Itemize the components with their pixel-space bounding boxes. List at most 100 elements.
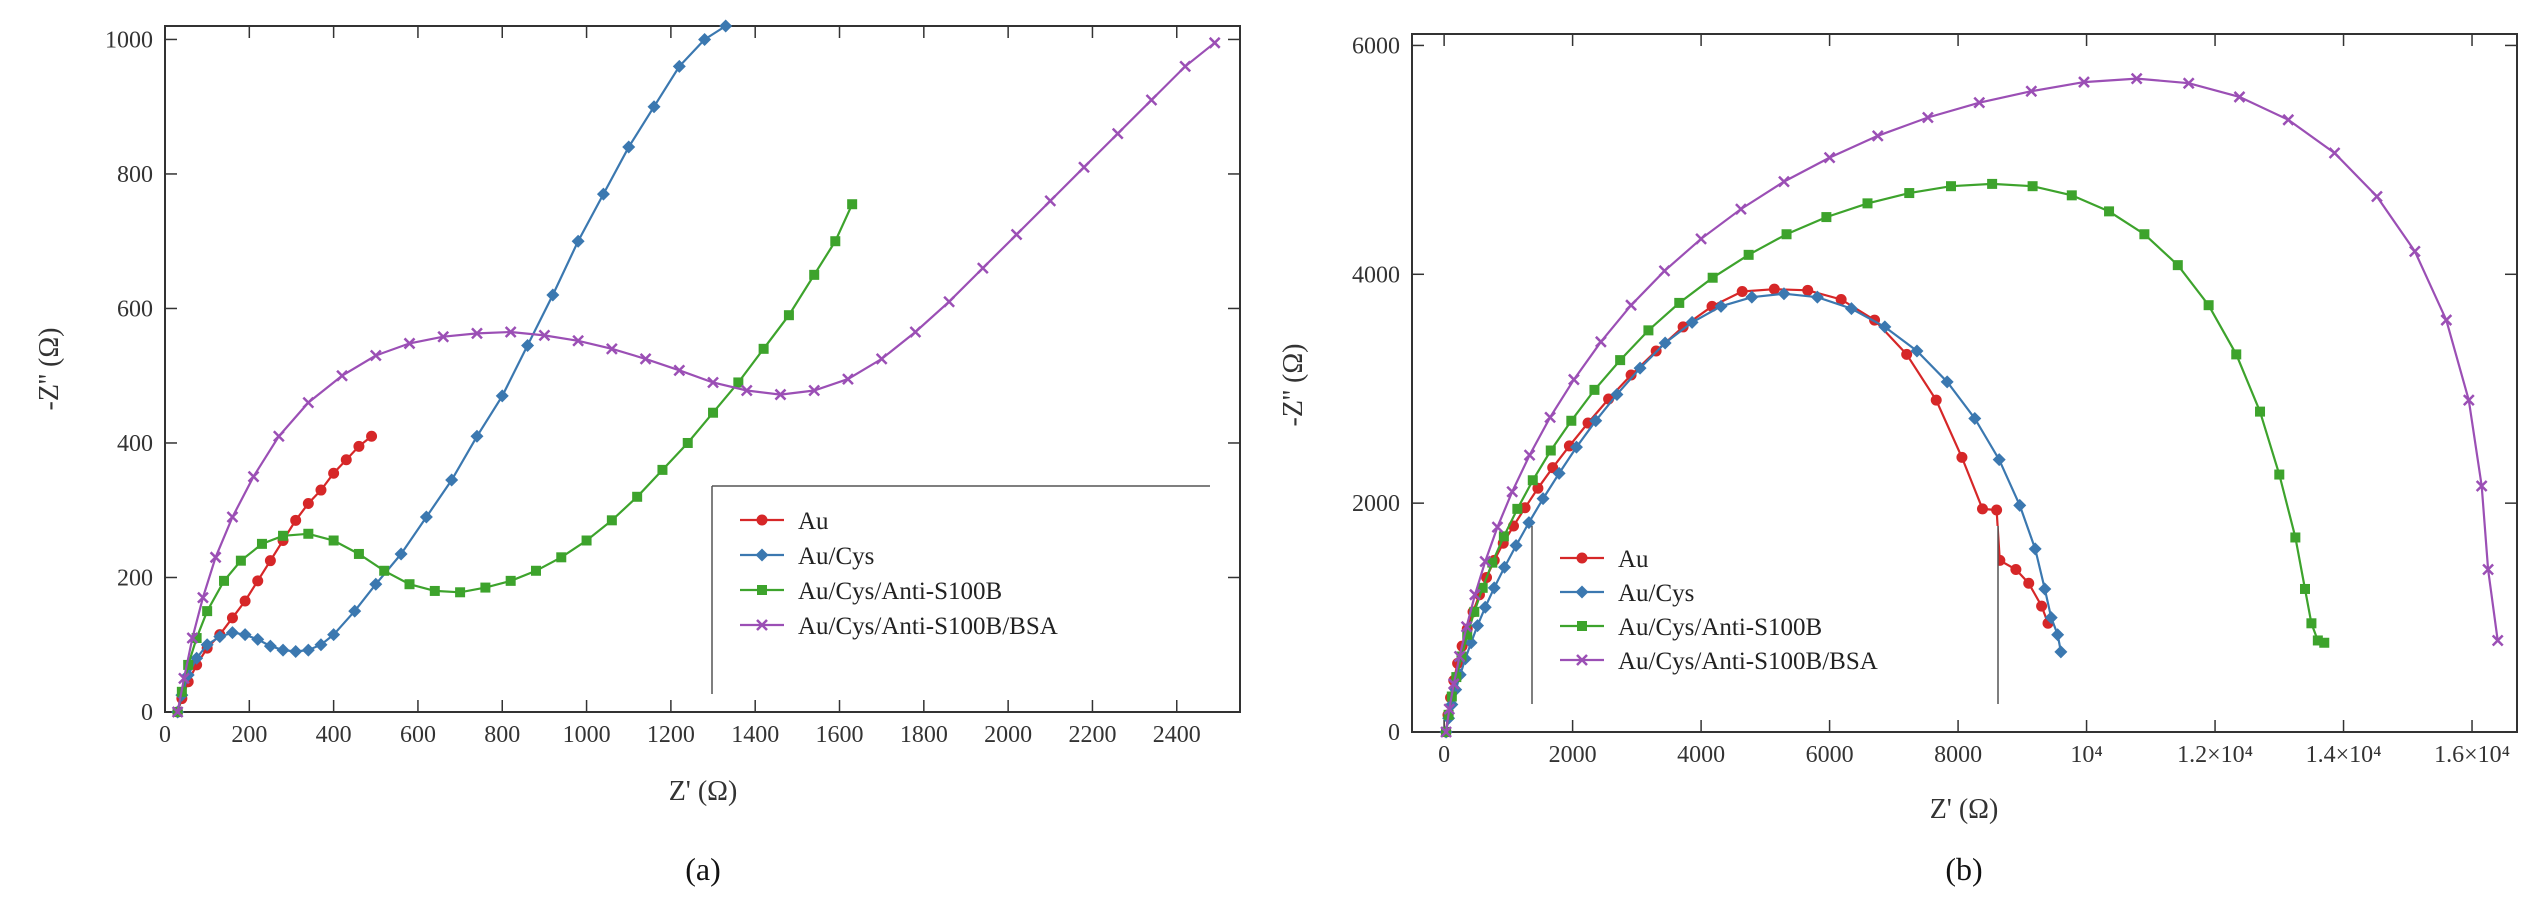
panel-a-series-1-point [698, 32, 712, 46]
panel-b-series-2-point [1946, 181, 1957, 192]
panel-b-series-2-point [2066, 190, 2077, 201]
panel-b-series-1-point [1589, 414, 1603, 428]
panel-b-series-2-point [2231, 349, 2242, 360]
panel-b-series-3-point [2482, 563, 2494, 576]
panel-b-series-1-point [2038, 582, 2052, 596]
panel-b-series-2-point [1904, 188, 1915, 199]
panel-b-series-1-point [1569, 440, 1583, 454]
panel-a-series-2-point [404, 579, 415, 590]
panel-b-series-3-point [2025, 85, 2038, 98]
panel-b-series-1-point [1745, 290, 1759, 304]
panel-b-series-3-point [2328, 147, 2341, 159]
panel-b-series-3-point [1625, 299, 1637, 312]
panel-b-series-1-point [1610, 387, 1624, 401]
panel-a-series-3-point [226, 511, 239, 523]
panel-b-legend-label: Au/Cys [1618, 580, 1694, 607]
panel-b-series-2-point [1643, 325, 1654, 336]
panel-b-series-1-point [1910, 344, 1924, 358]
panel-a-legend-label: Au/Cys [798, 543, 874, 570]
panel-b-series-2-point [1615, 355, 1626, 366]
panel-a-series-0-point [328, 467, 340, 479]
panel-a-series-2-point [480, 582, 491, 593]
panel-b-series-3-point [1735, 203, 1747, 215]
panel-a-legend-item: Au/Cys/Anti-S100B/BSA [740, 613, 1058, 640]
panel-b-legend-swatch-marker [1575, 585, 1589, 599]
panel-a-series-0-point [252, 575, 264, 587]
panel-a: 0 200 400 600 800 1000 1200 1400 1600 1800 2000 220… [34, 19, 1241, 887]
panel-b-plot-frame [1411, 33, 2518, 733]
panel-a-series-3-point [842, 373, 854, 385]
panel-b-series-2-point [1987, 178, 1998, 189]
panel-b-series-0-point [1532, 482, 1544, 494]
panel-a-legend-swatch-marker [756, 514, 768, 526]
panel-a-x-tick-label: 400 [316, 722, 352, 748]
panel-a-series-0-point [353, 440, 365, 452]
panel-a-series-2-point [530, 565, 541, 576]
panel-b-series-2-point [2203, 300, 2214, 311]
panel-a-series-1-point [276, 643, 290, 657]
panel-b-y-tick-label: 6000 [1352, 33, 1400, 59]
panel-a-legend-swatch-marker [755, 548, 769, 562]
panel-a-x-tick-label: 1000 [563, 722, 611, 748]
panel-b-series-1-point [1714, 299, 1728, 313]
panel-b-x-tick-label: 0 [1438, 742, 1450, 768]
panel-a-series-1-point [596, 187, 610, 201]
panel-a-series-1-point [622, 140, 636, 154]
panel-b-x-tick-label: 10⁴ [2070, 742, 2102, 768]
panel-a-y-tick-label: 1000 [105, 27, 153, 53]
panel-a-series-0-point [366, 430, 378, 442]
panel-a-series-2-point [191, 633, 202, 644]
panel-b-series-2-point [2172, 260, 2183, 271]
panel-b-series-2-point [1512, 503, 1523, 514]
panel-a-series-3-point [639, 353, 652, 365]
panel-b-series-1-point [2028, 542, 2042, 556]
panel-b-series-0-point [1802, 284, 1814, 296]
panel-a-series-2-point [809, 269, 820, 280]
panel-b-series-1-point [1777, 287, 1791, 301]
panel-b-series-2-point [2027, 181, 2038, 192]
panel-b-series-2-point [1487, 557, 1498, 568]
panel-a-series-1-point [263, 639, 277, 653]
panel-b-series-3-point [1695, 232, 1707, 245]
panel-a-series-3-point [336, 369, 348, 382]
panel-a-series-2-point [606, 515, 617, 526]
panel-a-series-3-point [302, 396, 315, 409]
panel-b-series-3-point [1491, 521, 1504, 534]
panel-b-series-1-point [1536, 492, 1550, 506]
panel-b-series-3-point [2078, 76, 2090, 88]
panel-a-series-1-point [394, 547, 408, 561]
panel-a-series-3-point [272, 430, 285, 443]
panel-b-series-1-point [1552, 466, 1566, 480]
panel-a-series-1-point [225, 626, 239, 640]
panel-a-series-3-point [1145, 94, 1158, 106]
panel-a-series-1-point [251, 632, 265, 646]
panel-a-y-tick-label: 0 [141, 700, 153, 726]
panel-b-series-3-point [1658, 264, 1671, 277]
panel-b-label: (b) [1945, 851, 1982, 887]
panel-a-legend-item: Au [740, 508, 829, 535]
panel-a-series-3-point [171, 706, 184, 718]
panel-a-series-1-point [213, 630, 227, 644]
panel-a-series-3-point [437, 330, 450, 343]
panel-a-series-1-point [647, 100, 661, 114]
panel-b-series-3-point [1823, 151, 1836, 164]
panel-a-series-3-point [943, 295, 956, 308]
panel-a-y-tick-label: 600 [117, 296, 153, 322]
panel-b-series-3-point [1778, 175, 1790, 188]
panel-b-series-2-point [2255, 406, 2266, 417]
panel-b-series-2-point [2319, 637, 2330, 648]
panel-a-series-1-point [289, 644, 303, 658]
panel-a-series-1-point [445, 473, 459, 487]
panel-b-series-0-point [2036, 600, 2048, 612]
panel-b-series-2-point [1589, 384, 1600, 395]
panel-b-series-3-point [2130, 72, 2143, 85]
panel-b-y-tick-label: 2000 [1352, 491, 1400, 517]
panel-a-series-2-point [235, 555, 246, 566]
panel-a-series-3-line [176, 41, 1216, 713]
panel-a-series-2-point [303, 528, 314, 539]
panel-b-legend-item: Au [1560, 546, 1649, 573]
panel-b-series-2-point [1462, 629, 1473, 640]
panel-b-series-1-point [1810, 290, 1824, 304]
panel-b-series-2-point [2306, 618, 2317, 629]
panel-b-x-tick-label: 1.2×10⁴ [2177, 742, 2253, 768]
